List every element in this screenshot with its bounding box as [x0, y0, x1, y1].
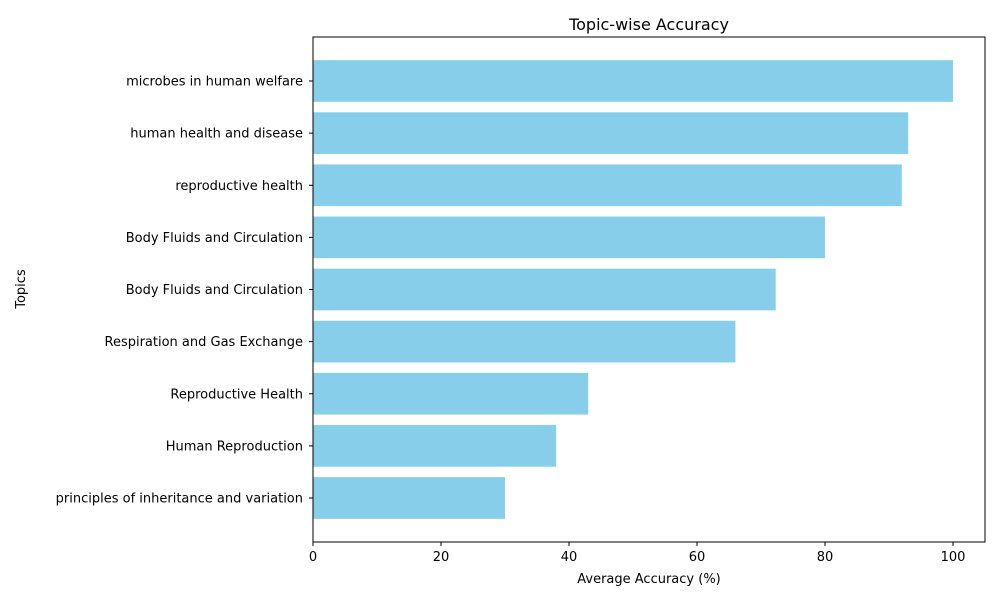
y-axis-ticks: microbes in human welfare human health an… [56, 75, 313, 507]
x-tick-label: 20 [433, 550, 450, 565]
y-tick-label: human health and disease [130, 127, 303, 142]
x-tick-label: 60 [689, 550, 706, 565]
bar [313, 372, 589, 415]
bar [313, 268, 776, 311]
y-tick-label: Reproductive Health [170, 387, 303, 402]
plot-frame [312, 36, 986, 543]
y-tick-label: Body Fluids and Circulation [126, 283, 303, 298]
y-tick-label: principles of inheritance and variation [56, 492, 303, 507]
bar [313, 216, 825, 259]
bars-group [313, 60, 953, 519]
y-axis-label: Topics [14, 269, 29, 310]
x-axis-label: Average Accuracy (%) [577, 572, 721, 587]
x-tick-label: 80 [817, 550, 834, 565]
bar [313, 425, 557, 467]
x-tick-label: 100 [941, 550, 966, 565]
x-tick-label: 0 [309, 550, 317, 565]
bar [313, 164, 902, 207]
y-tick-label: Respiration and Gas Exchange [105, 335, 304, 350]
x-axis-ticks: 0 20 40 60 80 100 [309, 542, 966, 565]
x-tick-label: 40 [561, 550, 578, 565]
bar [313, 320, 736, 363]
bar [313, 112, 909, 154]
chart-title: Topic-wise Accuracy [568, 15, 729, 34]
bar [313, 477, 505, 519]
bar [313, 60, 953, 102]
y-tick-label: reproductive health [175, 179, 303, 194]
y-tick-label: Body Fluids and Circulation [126, 231, 303, 246]
y-tick-label: microbes in human welfare [126, 75, 303, 90]
y-tick-label: Human Reproduction [166, 439, 303, 454]
